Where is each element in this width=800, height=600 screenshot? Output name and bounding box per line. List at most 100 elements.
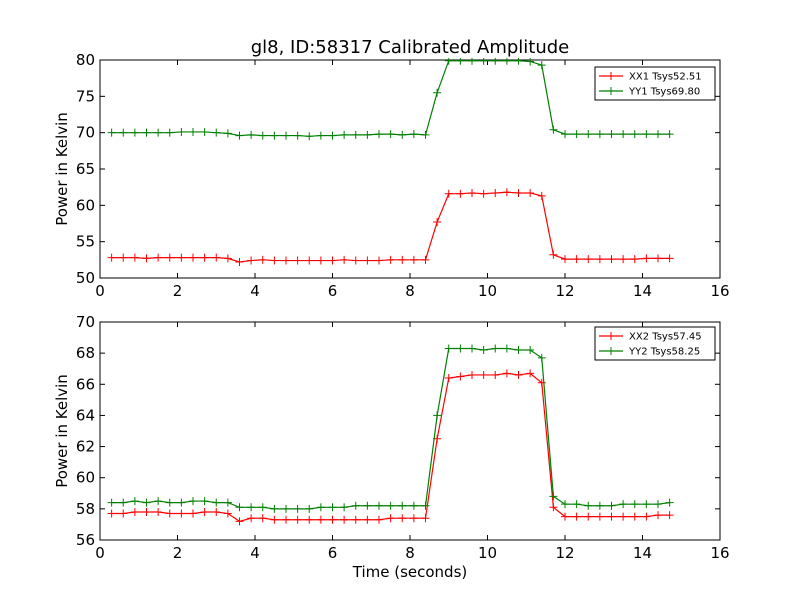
- data-point-marker: [654, 254, 662, 263]
- x-tick-label: 16: [710, 544, 729, 562]
- data-point-marker: [502, 369, 511, 378]
- data-point-marker: [316, 256, 325, 265]
- data-point-marker: [619, 500, 628, 509]
- data-point-marker: [433, 411, 442, 420]
- legend-label: XX2 Tsys57.45: [629, 332, 702, 343]
- data-point-marker: [630, 255, 639, 264]
- x-tick-label: 4: [250, 544, 260, 562]
- data-point-marker: [247, 256, 256, 265]
- data-point-marker: [444, 58, 453, 65]
- data-point-marker: [293, 131, 302, 140]
- x-tick-label: 8: [405, 282, 415, 300]
- data-point-marker: [328, 131, 337, 140]
- data-point-marker: [363, 130, 372, 139]
- data-point-marker: [595, 512, 604, 521]
- plot-area: [107, 58, 674, 267]
- data-point-marker: [665, 254, 674, 263]
- data-point-marker: [223, 129, 232, 138]
- bottom-y-axis-label: Power in Kelvin: [53, 374, 71, 488]
- y-tick-label: 65: [76, 160, 95, 178]
- data-point-marker: [142, 498, 151, 507]
- data-point-marker: [119, 128, 128, 137]
- data-point-marker: [491, 188, 500, 197]
- data-point-marker: [433, 218, 442, 227]
- data-point-marker: [456, 344, 465, 353]
- data-point-marker: [130, 497, 139, 506]
- data-point-marker: [177, 127, 186, 136]
- data-point-marker: [107, 498, 116, 507]
- data-point-marker: [595, 255, 604, 264]
- data-point-marker: [409, 501, 418, 510]
- data-point-marker: [607, 512, 616, 521]
- data-point-marker: [502, 188, 511, 197]
- data-point-marker: [328, 256, 337, 265]
- data-point-marker: [409, 255, 418, 264]
- data-point-marker: [351, 256, 360, 265]
- data-point-marker: [375, 130, 383, 139]
- y-tick-label: 56: [76, 531, 95, 549]
- plot-area: [107, 344, 674, 526]
- data-point-marker: [328, 503, 337, 512]
- y-tick-label: 64: [76, 406, 95, 424]
- data-point-marker: [258, 503, 267, 512]
- data-point-marker: [223, 509, 232, 518]
- legend-marker: [607, 332, 615, 340]
- data-point-marker: [177, 253, 186, 262]
- data-point-marker: [607, 501, 616, 510]
- y-tick-label: 80: [76, 51, 95, 69]
- y-tick-label: 60: [76, 469, 95, 487]
- legend: XX1 Tsys52.51 YY1 Tsys69.80: [594, 66, 716, 101]
- data-point-marker: [619, 255, 628, 264]
- data-point-marker: [502, 58, 511, 65]
- data-point-marker: [398, 130, 407, 139]
- y-tick-label: 60: [76, 196, 95, 214]
- data-point-marker: [305, 504, 314, 513]
- data-point-marker: [142, 254, 151, 263]
- data-point-marker: [630, 512, 639, 521]
- data-point-marker: [212, 498, 221, 507]
- data-point-marker: [468, 344, 476, 353]
- data-point-marker: [247, 514, 256, 523]
- data-point-marker: [107, 128, 116, 137]
- data-point-marker: [654, 130, 662, 139]
- data-point-marker: [561, 130, 569, 139]
- data-point-marker: [409, 514, 418, 523]
- data-point-marker: [654, 511, 662, 520]
- data-point-marker: [189, 497, 197, 506]
- data-point-marker: [561, 500, 569, 509]
- data-point-marker: [189, 127, 197, 136]
- legend-label: XX1 Tsys52.51: [629, 72, 702, 83]
- data-point-marker: [258, 131, 267, 140]
- data-point-marker: [549, 125, 558, 134]
- data-point-marker: [130, 507, 139, 516]
- data-point-marker: [282, 515, 290, 524]
- data-point-marker: [119, 509, 128, 518]
- data-point-marker: [305, 132, 314, 141]
- data-point-marker: [584, 501, 593, 510]
- data-point-marker: [177, 509, 186, 518]
- data-point-marker: [421, 514, 430, 523]
- data-point-marker: [258, 255, 267, 264]
- data-point-marker: [514, 188, 523, 197]
- data-point-marker: [619, 130, 628, 139]
- y-tick-label: 62: [76, 438, 95, 456]
- data-point-marker: [398, 501, 407, 510]
- legend-box: [594, 66, 716, 101]
- top-panel: 0 2 4 6 8 10 12 14 16 50 55 60 65 70 75 80 XX1 Tsys52.51…: [76, 51, 730, 300]
- data-point-marker: [409, 130, 418, 139]
- data-point-marker: [340, 515, 349, 524]
- data-point-marker: [444, 344, 453, 353]
- legend-marker: [607, 87, 615, 95]
- data-point-marker: [526, 58, 535, 66]
- data-point-marker: [235, 517, 244, 526]
- data-point-marker: [165, 509, 174, 518]
- data-point-marker: [351, 501, 360, 510]
- data-point-marker: [200, 127, 209, 136]
- data-point-marker: [479, 370, 488, 379]
- data-point-marker: [212, 507, 221, 516]
- data-point-marker: [514, 346, 523, 355]
- data-point-marker: [665, 511, 674, 520]
- data-point-marker: [514, 370, 523, 379]
